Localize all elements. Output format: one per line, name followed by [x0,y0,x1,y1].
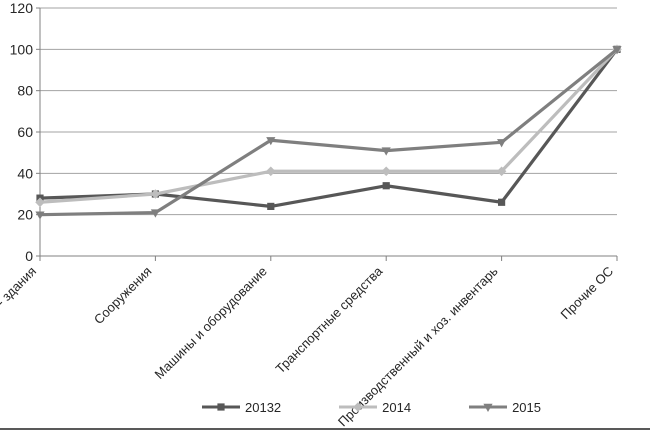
y-tick-label: 100 [10,41,34,57]
axes [36,7,618,261]
x-category-label: Прочие ОС [557,264,616,323]
y-tick-label: 40 [17,165,33,181]
x-category-label: Транспортные средства [272,263,385,376]
legend-label: 20132 [245,399,282,415]
legend-marker-triangle-icon [469,401,508,413]
legend-item-2015: 2015 [469,401,541,414]
y-tick-label: 60 [17,124,33,140]
legend: 20132 2014 2015 [0,397,650,417]
series-2014 [35,44,622,208]
y-tick-label: 0 [25,248,33,264]
y-tick-label: 20 [17,207,33,223]
legend-marker-square-icon [202,401,240,413]
y-tick-label: 80 [17,83,33,99]
x-category-label: Сооружения [91,264,155,328]
legend-marker-diamond-icon [339,401,378,413]
legend-label: 2015 [512,399,541,415]
bottom-border [0,428,650,430]
gridlines [40,7,617,216]
y-tick-label: 120 [10,0,34,16]
x-category-label: Машины и оборудование [152,264,270,382]
x-category-label: - здания [0,264,39,310]
legend-item-20132: 20132 [202,401,281,414]
series-20132 [36,45,621,210]
legend-item-2014: 2014 [339,401,411,414]
series-2015 [35,46,622,220]
legend-label: 2014 [382,399,412,415]
